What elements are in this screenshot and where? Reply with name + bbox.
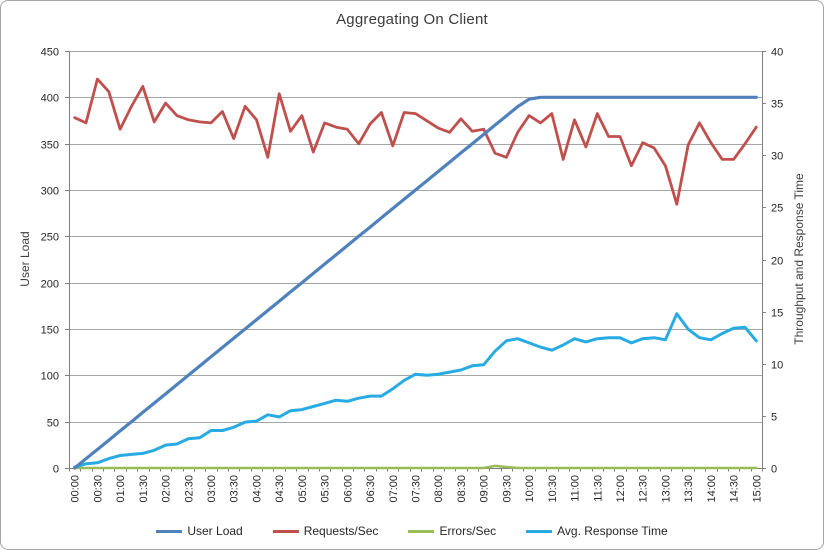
legend: User Load Requests/Sec Errors/Sec Avg. R… [1,524,823,538]
x-tick-label: 03:30 [229,475,241,503]
y-tick-label: 5 [771,412,777,424]
x-tick-label: 12:00 [615,475,627,503]
y-tick-label: 40 [771,47,783,59]
avg-response-time-line-swatch [526,529,553,533]
y-tick-label: 250 [41,232,59,244]
legend-item-requests-sec: Requests/Sec [272,524,379,538]
x-tick-label: 11:30 [592,475,604,502]
x-tick-label: 06:00 [342,475,354,503]
y-tick-label: 50 [47,418,59,430]
x-tick-label: 14:00 [706,475,718,503]
x-tick-label: 00:00 [70,475,82,503]
x-tick-label: 09:00 [479,475,491,503]
requests-sec-line-swatch [272,529,299,533]
x-tick-label: 11:00 [570,475,582,502]
x-tick-label: 07:30 [411,475,423,503]
x-tick-label: 02:00 [161,475,173,503]
legend-label: Requests/Sec [303,524,379,538]
legend-item-avg-response-time: Avg. Response Time [526,524,668,538]
chart-title: Aggregating On Client [336,11,488,28]
user-load-line-swatch [156,529,183,533]
series-line-requests-sec [73,77,758,206]
x-tick-label: 00:30 [92,475,104,503]
legend-label: Errors/Sec [439,524,497,538]
x-tick-label: 13:30 [683,475,695,503]
x-tick-label: 12:30 [638,475,650,503]
y-tick-label: 300 [41,186,59,198]
x-tick-label: 13:00 [660,475,672,503]
y-tick-label: 350 [41,140,59,152]
legend-label: User Load [187,524,243,538]
y-tick-label: 0 [771,464,777,476]
y-tick-label: 15 [771,308,783,320]
errors-sec-line-swatch [408,529,435,533]
x-tick-label: 10:00 [524,475,536,503]
y-tick-label: 0 [53,464,59,476]
x-tick-label: 04:00 [251,475,263,503]
series-line-avg-response-time [73,312,758,469]
legend-item-user-load: User Load [156,524,243,538]
y-tick-label: 100 [41,371,59,383]
y-tick-label: 30 [771,151,783,163]
y-tick-label: 25 [771,203,783,215]
x-tick-label: 09:30 [501,475,513,503]
series-line-user-load [73,95,758,470]
y-tick-label: 20 [771,256,783,268]
x-tick-label: 05:30 [320,475,332,503]
series-line-errors-sec [73,464,758,470]
x-tick-label: 04:30 [274,475,286,503]
y-tick-label: 150 [41,325,59,337]
x-tick-label: 07:00 [388,475,400,503]
x-tick-label: 08:00 [433,475,445,503]
x-tick-label: 02:30 [183,475,195,503]
legend-item-errors-sec: Errors/Sec [408,524,496,538]
y-tick-label: 450 [41,47,59,59]
x-tick-label: 15:00 [751,475,763,503]
y-tick-label: 200 [41,279,59,291]
y-tick-label: 10 [771,360,783,372]
x-tick-label: 05:00 [297,475,309,503]
x-tick-label: 14:30 [729,475,741,503]
x-tick-label: 06:30 [365,475,377,503]
x-tick-label: 08:30 [456,475,468,503]
y-tick-label: 400 [41,93,59,105]
y-tick-label: 35 [771,99,783,111]
x-tick-label: 10:30 [547,475,559,503]
x-tick-label: 01:00 [115,475,127,503]
legend-label: Avg. Response Time [557,524,668,538]
x-tick-label: 01:30 [138,475,150,503]
x-tick-label: 03:00 [206,475,218,503]
